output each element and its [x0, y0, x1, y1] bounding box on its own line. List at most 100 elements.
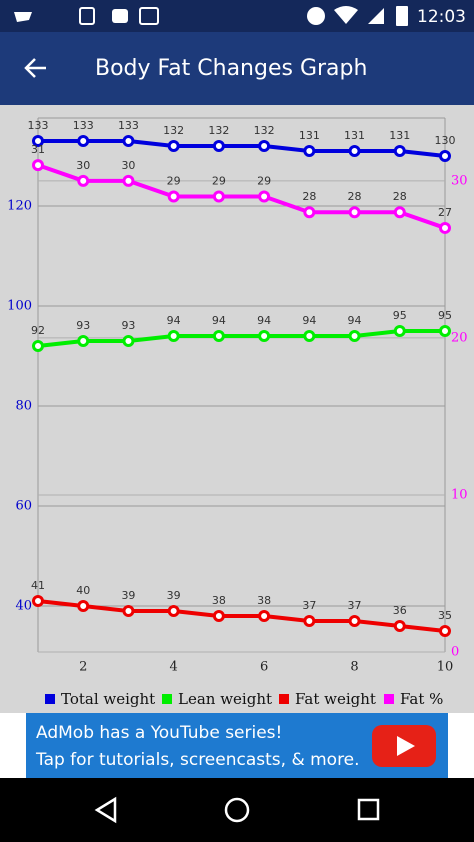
x-tick-label: 8	[350, 660, 358, 675]
point	[167, 605, 180, 617]
legend-swatch	[279, 694, 289, 704]
value-label: 38	[257, 594, 271, 607]
y-tick-label: 120	[7, 199, 32, 214]
value-label: 41	[31, 579, 45, 592]
point	[439, 221, 451, 234]
point	[439, 625, 451, 637]
point	[303, 615, 316, 627]
y-tick-label: 40	[15, 599, 32, 614]
point	[348, 145, 361, 157]
value-label: 94	[348, 314, 362, 327]
value-label: 39	[167, 589, 181, 602]
nav-recents[interactable]	[357, 798, 380, 821]
x-tick-label: 4	[170, 660, 178, 675]
legend-swatch	[384, 694, 394, 704]
value-label: 31	[31, 143, 45, 156]
y2-tick-label: 20	[451, 330, 468, 345]
nav-bar	[0, 778, 474, 842]
point	[167, 140, 180, 152]
value-label: 131	[344, 129, 365, 142]
value-label: 28	[302, 190, 316, 203]
point	[348, 330, 361, 342]
value-label: 35	[438, 609, 452, 622]
y-tick-label: 60	[15, 499, 32, 514]
value-label: 30	[121, 159, 135, 172]
point	[167, 330, 180, 342]
point	[212, 140, 225, 152]
series-line	[37, 163, 446, 230]
value-label: 37	[302, 599, 316, 612]
legend-swatch	[45, 694, 55, 704]
legend-label: Fat %	[400, 690, 443, 708]
ad-line-2: Tap for tutorials, screencasts, & more.	[35, 750, 360, 770]
x-tick-label: 10	[437, 660, 454, 675]
y2-tick-label: 0	[451, 645, 459, 660]
ad-line-1: AdMob has a YouTube series!	[36, 723, 282, 743]
value-label: 30	[76, 159, 90, 172]
legend-swatch	[162, 694, 172, 704]
value-label: 94	[302, 314, 316, 327]
point	[122, 174, 135, 187]
value-label: 92	[31, 324, 45, 337]
x-tick-label: 2	[79, 660, 87, 675]
legend-label: Fat weight	[295, 690, 376, 708]
point	[439, 150, 451, 162]
value-label: 95	[393, 309, 407, 322]
point	[212, 610, 225, 622]
point	[393, 145, 406, 157]
status-icons	[14, 6, 408, 26]
value-label: 131	[299, 129, 320, 142]
value-label: 93	[76, 319, 90, 332]
value-label: 95	[438, 309, 452, 322]
x-tick-label: 6	[260, 660, 268, 675]
value-label: 132	[163, 124, 184, 137]
value-label: 37	[348, 599, 362, 612]
point	[348, 206, 361, 219]
value-label: 94	[257, 314, 271, 327]
point	[122, 605, 135, 617]
point	[32, 159, 44, 172]
value-label: 40	[76, 584, 90, 597]
value-label: 28	[393, 190, 407, 203]
value-label: 29	[257, 175, 271, 188]
series-line	[37, 599, 446, 633]
value-label: 130	[435, 134, 456, 147]
point	[258, 610, 271, 622]
point	[393, 620, 406, 632]
value-label: 29	[167, 175, 181, 188]
value-label: 131	[389, 129, 410, 142]
back-button[interactable]	[24, 58, 46, 78]
value-label: 133	[73, 119, 94, 132]
point	[32, 135, 44, 147]
value-label: 132	[208, 124, 229, 137]
value-label: 36	[393, 604, 407, 617]
point	[303, 145, 316, 157]
value-label: 27	[438, 206, 452, 219]
value-label: 29	[212, 175, 226, 188]
nav-home[interactable]	[224, 797, 250, 823]
point	[258, 140, 271, 152]
point	[439, 325, 451, 337]
point	[77, 600, 90, 612]
legend-label: Total weight	[61, 690, 155, 708]
y2-tick-label: 30	[451, 173, 468, 188]
value-label: 94	[167, 314, 181, 327]
series-line	[38, 139, 446, 158]
value-label: 132	[254, 124, 275, 137]
point	[122, 335, 135, 347]
point	[77, 135, 90, 147]
app-bar	[0, 32, 474, 105]
point	[77, 335, 90, 347]
value-label: 133	[28, 119, 49, 132]
nav-back[interactable]	[94, 796, 117, 824]
point	[77, 174, 90, 187]
app-title: Body Fat Changes Graph	[95, 56, 367, 81]
point	[303, 206, 316, 219]
value-label: 94	[212, 314, 226, 327]
point	[258, 190, 271, 203]
y-tick-label: 100	[7, 299, 32, 314]
status-time: 12:03	[417, 7, 466, 27]
y2-tick-label: 10	[451, 487, 468, 502]
